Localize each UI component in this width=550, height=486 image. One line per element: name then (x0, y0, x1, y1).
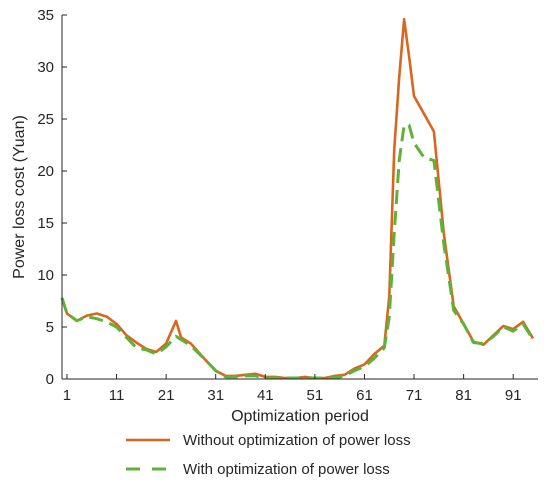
y-axis-label: Power loss cost (Yuan) (11, 115, 28, 279)
legend-label-with-optimization: With optimization of power loss (183, 461, 390, 478)
y-tick-label: 20 (37, 163, 54, 180)
x-tick-label: 1 (63, 387, 71, 404)
y-tick-label: 15 (37, 215, 54, 232)
x-ticks: 1 11 21 31 41 51 61 71 81 91 (63, 374, 522, 404)
x-tick-label: 41 (257, 387, 274, 404)
x-tick-label: 91 (505, 387, 522, 404)
y-ticks: 0 5 10 15 20 25 30 35 (37, 7, 67, 388)
x-axis-label: Optimization period (231, 408, 369, 425)
y-tick-label: 5 (46, 319, 54, 336)
x-tick-label: 51 (307, 387, 324, 404)
x-tick-label: 11 (109, 387, 125, 404)
y-tick-label: 0 (46, 371, 54, 388)
y-tick-label: 30 (37, 59, 54, 76)
series-layer (60, 17, 535, 380)
x-tick-label: 71 (406, 387, 423, 404)
x-tick-label: 81 (455, 387, 472, 404)
x-tick-label: 31 (207, 387, 224, 404)
y-tick-label: 25 (37, 111, 54, 128)
legend-label-without-optimization: Without optimization of power loss (183, 432, 411, 449)
y-tick-label: 10 (37, 267, 54, 284)
x-tick-label: 61 (356, 387, 373, 404)
series-line-with-optimization (60, 123, 535, 380)
legend: Without optimization of power loss With … (126, 432, 411, 478)
y-tick-label: 35 (37, 7, 54, 24)
x-tick-label: 21 (158, 387, 175, 404)
